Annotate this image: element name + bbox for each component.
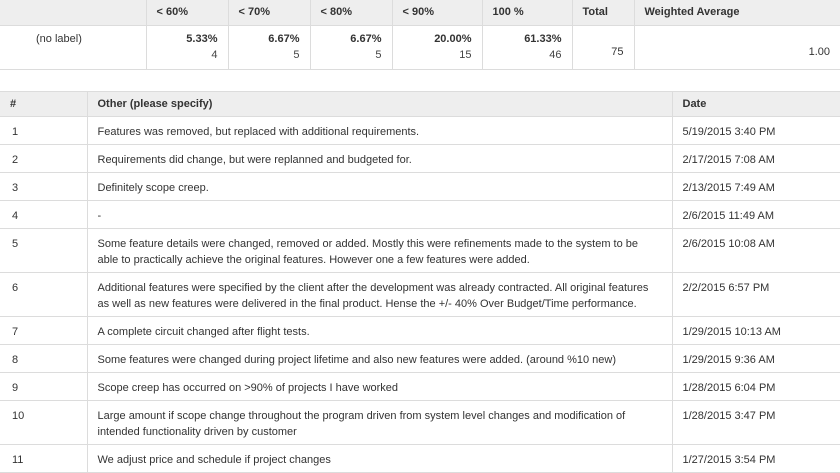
summary-count: 5 bbox=[375, 48, 382, 61]
responses-table: # Other (please specify) Date 1 Features… bbox=[0, 91, 840, 473]
summary-row-label: (no label) bbox=[0, 24, 147, 70]
summary-col-header: < 90% bbox=[391, 0, 483, 26]
response-text: - bbox=[86, 200, 673, 229]
response-date: 5/19/2015 3:40 PM bbox=[671, 116, 840, 145]
response-number: 5 bbox=[0, 228, 88, 273]
response-date: 2/6/2015 10:08 AM bbox=[671, 228, 840, 273]
table-row: 5 Some feature details were changed, rem… bbox=[0, 228, 840, 273]
summary-cell: 20.00% 15 bbox=[391, 24, 483, 70]
table-row: 8 Some features were changed during proj… bbox=[0, 344, 840, 373]
col-header-number: # bbox=[0, 91, 88, 117]
response-date: 1/28/2015 6:04 PM bbox=[671, 372, 840, 401]
response-text: We adjust price and schedule if project … bbox=[86, 444, 673, 473]
response-number: 6 bbox=[0, 272, 88, 317]
summary-percent: 6.67% bbox=[350, 32, 382, 45]
response-text: Scope creep has occurred on >90% of proj… bbox=[86, 372, 673, 401]
summary-cell: 5.33% 4 bbox=[145, 24, 229, 70]
response-date: 2/13/2015 7:49 AM bbox=[671, 172, 840, 201]
summary-col-header: Total bbox=[571, 0, 635, 26]
response-number: 8 bbox=[0, 344, 88, 373]
summary-col-header: Weighted Average bbox=[633, 0, 840, 26]
response-text: Additional features were specified by th… bbox=[86, 272, 673, 317]
summary-percent: 5.33% bbox=[186, 32, 218, 45]
summary-cell: 61.33% 46 bbox=[481, 24, 573, 70]
table-row: 11 We adjust price and schedule if proje… bbox=[0, 444, 840, 473]
col-header-other: Other (please specify) bbox=[86, 91, 673, 117]
table-row: 4 - 2/6/2015 11:49 AM bbox=[0, 200, 840, 229]
table-row: 3 Definitely scope creep. 2/13/2015 7:49… bbox=[0, 172, 840, 201]
summary-count: 46 bbox=[549, 48, 562, 61]
response-number: 3 bbox=[0, 172, 88, 201]
summary-percent: 6.67% bbox=[268, 32, 300, 45]
table-row: 9 Scope creep has occurred on >90% of pr… bbox=[0, 372, 840, 401]
response-text: Some feature details were changed, remov… bbox=[86, 228, 673, 273]
response-number: 7 bbox=[0, 316, 88, 345]
response-text: Requirements did change, but were replan… bbox=[86, 144, 673, 173]
response-date: 1/29/2015 10:13 AM bbox=[671, 316, 840, 345]
response-date: 1/27/2015 3:54 PM bbox=[671, 444, 840, 473]
summary-corner-cell bbox=[0, 0, 147, 26]
summary-col-header: < 80% bbox=[309, 0, 393, 26]
table-row: 6 Additional features were specified by … bbox=[0, 272, 840, 317]
response-date: 2/6/2015 11:49 AM bbox=[671, 200, 840, 229]
summary-count: 15 bbox=[459, 48, 472, 61]
summary-col-header: < 70% bbox=[227, 0, 311, 26]
response-text: Features was removed, but replaced with … bbox=[86, 116, 673, 145]
table-row: 10 Large amount if scope change througho… bbox=[0, 400, 840, 445]
response-date: 1/28/2015 3:47 PM bbox=[671, 400, 840, 445]
summary-weighted-average: 1.00 bbox=[633, 24, 840, 70]
response-text: Large amount if scope change throughout … bbox=[86, 400, 673, 445]
summary-header-row: < 60% < 70% < 80% < 90% 100 % Total Weig… bbox=[0, 0, 840, 26]
response-text: A complete circuit changed after flight … bbox=[86, 316, 673, 345]
response-text: Definitely scope creep. bbox=[86, 172, 673, 201]
summary-data-row: (no label) 5.33% 4 6.67% 5 6.67% 5 20.00… bbox=[0, 24, 840, 70]
response-date: 1/29/2015 9:36 AM bbox=[671, 344, 840, 373]
summary-percent: 61.33% bbox=[524, 32, 562, 45]
responses-header-row: # Other (please specify) Date bbox=[0, 91, 840, 117]
table-row: 1 Features was removed, but replaced wit… bbox=[0, 116, 840, 145]
summary-table: < 60% < 70% < 80% < 90% 100 % Total Weig… bbox=[0, 0, 840, 70]
response-date: 2/2/2015 6:57 PM bbox=[671, 272, 840, 317]
summary-col-header: 100 % bbox=[481, 0, 573, 26]
response-text: Some features were changed during projec… bbox=[86, 344, 673, 373]
summary-cell: 6.67% 5 bbox=[309, 24, 393, 70]
summary-total: 75 bbox=[571, 24, 635, 70]
summary-col-header: < 60% bbox=[145, 0, 229, 26]
response-number: 11 bbox=[0, 444, 88, 473]
response-number: 2 bbox=[0, 144, 88, 173]
summary-count: 5 bbox=[293, 48, 300, 61]
response-date: 2/17/2015 7:08 AM bbox=[671, 144, 840, 173]
response-number: 10 bbox=[0, 400, 88, 445]
summary-count: 4 bbox=[211, 48, 218, 61]
summary-percent: 20.00% bbox=[434, 32, 472, 45]
response-number: 1 bbox=[0, 116, 88, 145]
col-header-date: Date bbox=[671, 91, 840, 117]
summary-cell: 6.67% 5 bbox=[227, 24, 311, 70]
table-row: 2 Requirements did change, but were repl… bbox=[0, 144, 840, 173]
response-number: 4 bbox=[0, 200, 88, 229]
response-number: 9 bbox=[0, 372, 88, 401]
table-row: 7 A complete circuit changed after fligh… bbox=[0, 316, 840, 345]
